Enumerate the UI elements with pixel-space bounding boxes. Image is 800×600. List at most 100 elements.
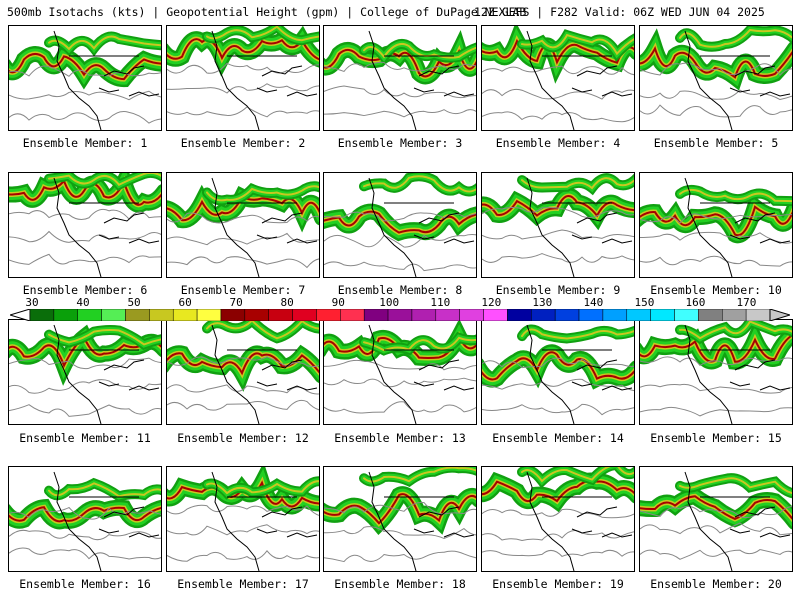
map-title: 500mb Isotachs (kts) | Geopotential Heig…	[7, 5, 527, 19]
ensemble-member-label: Ensemble Member: 8	[337, 283, 463, 297]
colorbar-segment	[29, 309, 55, 321]
height-contour	[9, 404, 161, 417]
run-info: 12Z GEFS | F282 Valid: 06Z WED JUN 04 20…	[474, 5, 765, 19]
ensemble-map-panel	[8, 25, 162, 131]
ensemble-member-label: Ensemble Member: 15	[650, 431, 782, 445]
colorbar-tick-label: 120	[481, 296, 502, 309]
ensemble-member-label: Ensemble Member: 1	[22, 136, 148, 150]
ensemble-map	[167, 467, 319, 571]
height-contour	[167, 256, 319, 269]
height-contour	[9, 253, 161, 265]
coastline	[526, 471, 633, 571]
colorbar-segment	[340, 309, 365, 321]
colorbar-tick-label: 40	[76, 296, 90, 309]
height-contour	[482, 357, 634, 369]
height-contour	[640, 231, 792, 244]
jet-stream-band	[167, 467, 319, 515]
coastline	[53, 177, 160, 277]
colorbar-max-arrow	[769, 309, 790, 321]
colorbar-tick-label: 160	[685, 296, 706, 309]
jet-stream-band	[9, 324, 161, 386]
height-contour	[324, 261, 476, 272]
height-contour	[324, 234, 476, 248]
coastline	[684, 177, 791, 277]
ensemble-map-panel	[481, 319, 635, 425]
jet-stream-band	[324, 30, 476, 85]
colorbar-tick-label: 150	[634, 296, 655, 309]
height-contour	[324, 109, 476, 118]
ensemble-map	[482, 173, 634, 277]
colorbar-segment	[149, 309, 174, 321]
ensemble-map-panel	[166, 319, 320, 425]
ensemble-map	[640, 26, 792, 130]
jet-stream-band	[9, 173, 161, 213]
coastline	[368, 177, 475, 277]
colorbar-tick-labels: 30 40 50 60 70 80 90 100 110 120 130 140 150 160 170	[0, 296, 800, 309]
height-contour	[482, 530, 634, 541]
coastline	[368, 324, 475, 424]
height-contour	[482, 65, 634, 76]
jet-stream-band	[324, 320, 476, 366]
colorbar-segment	[268, 309, 293, 321]
height-contour	[640, 213, 792, 224]
ensemble-map-panel	[166, 172, 320, 278]
height-contour	[482, 229, 634, 240]
ensemble-map-panel	[8, 319, 162, 425]
jet-stream-band	[640, 473, 792, 530]
ensemble-member-label: Ensemble Member: 12	[177, 431, 309, 445]
colorbar-segment	[244, 309, 269, 321]
coastline	[684, 471, 791, 571]
jet-stream-band	[640, 184, 792, 244]
coastline	[53, 471, 160, 571]
ensemble-map-panel	[8, 172, 162, 278]
ensemble-map-panel	[639, 172, 793, 278]
ensemble-map	[9, 30, 161, 130]
colorbar-segment	[531, 309, 556, 321]
ensemble-map	[324, 173, 476, 277]
height-contour	[9, 111, 161, 124]
colorbar-segment	[578, 309, 604, 321]
colorbar-segment	[722, 309, 747, 321]
ensemble-map	[640, 471, 792, 571]
ensemble-map-panel	[481, 172, 635, 278]
ensemble-member-label: Ensemble Member: 6	[22, 283, 148, 297]
height-contour	[324, 501, 476, 515]
height-contour	[9, 547, 161, 560]
height-contour	[640, 406, 792, 417]
colorbar-min-arrow	[10, 309, 31, 321]
colorbar-tick-label: 80	[280, 296, 294, 309]
jet-stream-band	[482, 173, 634, 231]
height-contour	[9, 529, 161, 541]
height-contour	[167, 212, 319, 224]
ensemble-member-label: Ensemble Member: 14	[492, 431, 624, 445]
height-contour	[640, 255, 792, 267]
height-contour	[640, 383, 792, 394]
height-contour	[167, 504, 319, 516]
height-contour	[482, 111, 634, 123]
colorbar-tick-label: 90	[331, 296, 345, 309]
ensemble-member-label: Ensemble Member: 10	[650, 283, 782, 297]
height-contour	[640, 549, 792, 560]
height-contour	[324, 401, 476, 414]
jet-stream-band	[9, 31, 161, 90]
coastline	[211, 471, 318, 571]
ensemble-map	[324, 320, 476, 424]
ensemble-map-panel	[639, 319, 793, 425]
ensemble-member-label: Ensemble Member: 5	[653, 136, 779, 150]
ensemble-map-panel	[639, 25, 793, 131]
colorbar-tick-label: 60	[178, 296, 192, 309]
ensemble-member-label: Ensemble Member: 2	[180, 136, 306, 150]
colorbar-tick-label: 100	[379, 296, 400, 309]
colorbar-segment	[602, 309, 628, 321]
height-contour	[167, 106, 319, 118]
colorbar-segment	[101, 309, 126, 321]
jet-stream-band	[482, 26, 634, 84]
colorbar-segment	[554, 309, 580, 321]
ensemble-map	[9, 173, 161, 277]
colorbar-segment	[674, 309, 699, 321]
colorbar-segment	[483, 309, 508, 321]
colorbar-segment	[387, 309, 413, 321]
colorbar-segment	[411, 309, 437, 321]
ensemble-map-panel	[323, 319, 477, 425]
ensemble-map	[324, 30, 476, 130]
